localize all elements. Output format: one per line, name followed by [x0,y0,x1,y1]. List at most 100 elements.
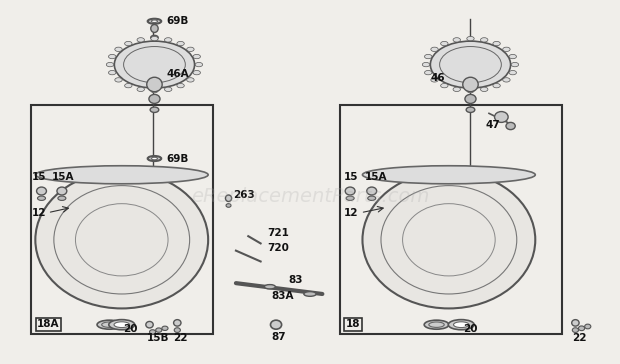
Ellipse shape [226,204,231,207]
Circle shape [480,38,488,42]
Circle shape [115,47,122,51]
Text: 83: 83 [288,275,303,285]
Text: 15A: 15A [365,171,387,182]
Text: 15: 15 [344,171,358,182]
Ellipse shape [368,196,376,201]
Text: 20: 20 [123,324,138,335]
Ellipse shape [174,328,180,332]
Circle shape [137,87,144,91]
Circle shape [164,38,172,42]
Circle shape [453,38,461,42]
Ellipse shape [37,187,46,195]
Circle shape [431,47,438,51]
Ellipse shape [151,20,157,23]
Text: 12: 12 [344,208,358,218]
Circle shape [193,71,200,75]
Circle shape [193,54,200,59]
Ellipse shape [150,107,159,112]
Circle shape [453,87,461,91]
Ellipse shape [149,330,156,334]
Text: 12: 12 [32,208,46,218]
Ellipse shape [147,77,162,92]
Circle shape [164,87,172,91]
Circle shape [187,78,194,82]
Circle shape [430,41,511,88]
Circle shape [125,41,132,46]
Text: 15A: 15A [52,171,74,182]
Ellipse shape [578,326,585,331]
Text: 263: 263 [233,190,255,199]
Ellipse shape [174,320,181,326]
Ellipse shape [226,195,232,202]
Text: 46A: 46A [167,69,190,79]
Circle shape [108,54,116,59]
Ellipse shape [35,171,208,308]
Ellipse shape [148,19,161,24]
Ellipse shape [363,171,535,308]
Text: 15: 15 [32,171,46,182]
Ellipse shape [466,107,475,112]
Ellipse shape [148,156,161,161]
Circle shape [441,83,448,88]
Circle shape [503,47,510,51]
Ellipse shape [572,328,578,332]
Circle shape [114,41,195,88]
Ellipse shape [162,326,168,331]
Circle shape [106,63,113,67]
Text: 22: 22 [173,333,187,343]
Circle shape [108,71,116,75]
Circle shape [177,41,184,46]
Ellipse shape [585,324,591,329]
Circle shape [431,78,438,82]
Ellipse shape [506,122,515,130]
Ellipse shape [453,322,469,328]
Circle shape [509,54,516,59]
Circle shape [187,47,194,51]
Ellipse shape [345,187,355,195]
Ellipse shape [264,285,275,289]
Circle shape [151,36,158,41]
Ellipse shape [367,187,377,195]
Ellipse shape [35,166,208,184]
Circle shape [493,83,500,88]
Circle shape [467,36,474,41]
Ellipse shape [270,320,281,329]
Circle shape [422,63,430,67]
Text: 83A: 83A [272,291,294,301]
Ellipse shape [156,328,162,332]
Bar [340,105,562,335]
Circle shape [425,71,432,75]
Text: 69B: 69B [167,154,189,163]
Circle shape [125,83,132,88]
Circle shape [441,41,448,46]
Ellipse shape [363,166,535,184]
Ellipse shape [97,320,122,329]
Ellipse shape [424,320,449,329]
Ellipse shape [304,292,316,296]
Ellipse shape [465,94,476,103]
Ellipse shape [346,196,354,201]
Circle shape [493,41,500,46]
Ellipse shape [149,94,160,103]
Text: 47: 47 [485,120,500,130]
Bar [31,105,213,335]
Circle shape [195,63,203,67]
Text: 721: 721 [267,228,289,238]
Text: 69B: 69B [167,16,189,26]
Text: 22: 22 [572,333,587,343]
Text: 87: 87 [272,332,286,341]
Ellipse shape [572,320,579,326]
Circle shape [512,63,518,67]
Ellipse shape [463,77,478,92]
Ellipse shape [114,322,130,328]
Circle shape [137,38,144,42]
Circle shape [467,88,474,93]
Text: 46: 46 [430,73,445,83]
Text: 720: 720 [267,243,289,253]
Ellipse shape [448,320,474,330]
Ellipse shape [146,321,153,328]
Text: eReplacementParts.com: eReplacementParts.com [191,187,429,206]
Ellipse shape [151,157,157,160]
Ellipse shape [108,320,135,330]
Text: 18A: 18A [37,319,60,329]
